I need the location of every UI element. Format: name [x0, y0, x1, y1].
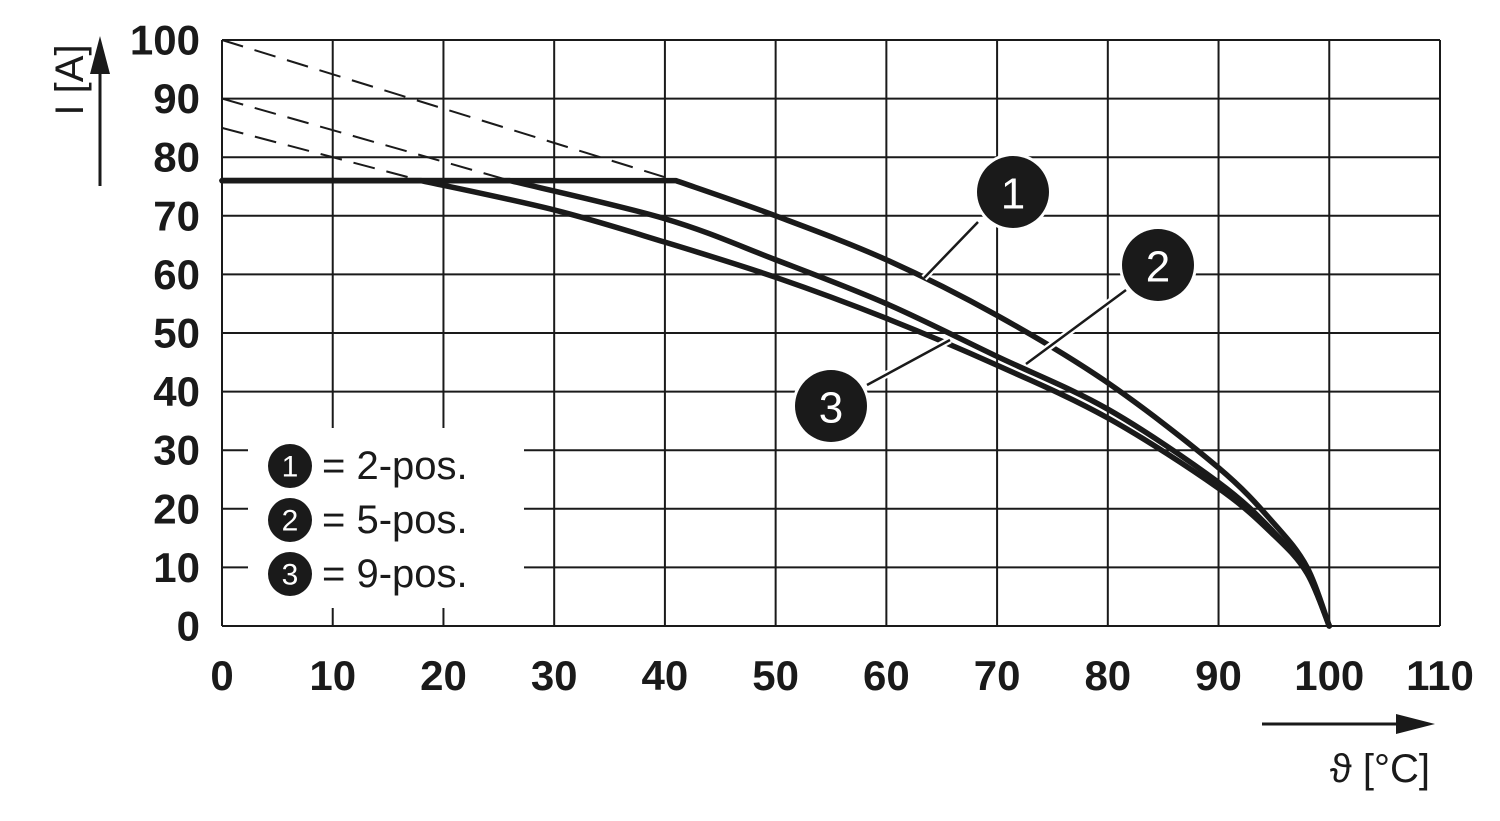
y-tick-label-50: 50 — [153, 310, 200, 357]
x-tick-labels: 0 10 20 30 40 50 60 70 80 90 100 110 — [210, 652, 1474, 699]
legend-badge-number-1: 1 — [282, 451, 299, 484]
y-tick-label-0: 0 — [177, 603, 200, 650]
y-tick-labels: 0 10 20 30 40 50 60 70 80 90 100 — [130, 17, 200, 650]
x-tick-label-110: 110 — [1406, 652, 1474, 699]
x-tick-label-100: 100 — [1294, 652, 1364, 699]
x-axis-arrow-head — [1396, 714, 1435, 734]
legend-label-2: = 5-pos. — [322, 498, 468, 542]
callout-badge-number-1: 1 — [1001, 170, 1025, 219]
x-tick-label-90: 90 — [1195, 652, 1242, 699]
x-tick-label-80: 80 — [1084, 652, 1131, 699]
x-tick-label-20: 20 — [420, 652, 467, 699]
callout-badge-1 — [977, 156, 1049, 228]
y-axis-label: I [A] — [48, 44, 92, 115]
legend: 1 = 2-pos. 2 = 5-pos. 3 = 9-pos. — [248, 428, 524, 608]
x-tick-label-50: 50 — [752, 652, 799, 699]
x-tick-label-70: 70 — [974, 652, 1021, 699]
y-axis-arrow-head — [90, 36, 110, 74]
y-tick-label-80: 80 — [153, 134, 200, 181]
y-tick-label-20: 20 — [153, 485, 200, 532]
x-axis-label: ϑ [°C] — [1330, 747, 1430, 791]
y-tick-label-30: 30 — [153, 427, 200, 474]
callout-badge-2 — [1122, 229, 1194, 301]
grid — [221, 39, 1441, 627]
callout-badge-3 — [795, 370, 867, 442]
x-tick-label-0: 0 — [210, 652, 233, 699]
y-tick-label-10: 10 — [153, 544, 200, 591]
x-tick-label-30: 30 — [531, 652, 578, 699]
legend-badge-1 — [268, 444, 312, 488]
y-tick-label-40: 40 — [153, 368, 200, 415]
extrapolation-line-3 — [221, 126, 422, 182]
x-tick-label-60: 60 — [863, 652, 910, 699]
callout-badges: 1 2 3 — [792, 153, 1197, 445]
legend-badge-number-2: 2 — [282, 505, 299, 538]
y-tick-label-70: 70 — [153, 192, 200, 239]
x-tick-label-40: 40 — [642, 652, 689, 699]
extrapolation-lines — [221, 39, 677, 182]
extrapolation-line-2 — [221, 97, 511, 182]
callout-badge-number-3: 3 — [819, 384, 843, 433]
callout-leaders — [865, 219, 1129, 389]
callout-leader-3 — [866, 338, 951, 387]
legend-badge-3 — [268, 552, 312, 596]
callout-leader-2 — [1025, 288, 1127, 366]
series-line-3 — [219, 177, 1333, 629]
legend-label-1: = 2-pos. — [322, 444, 468, 488]
extrapolation-line-1 — [221, 39, 677, 182]
y-tick-label-100: 100 — [130, 17, 200, 64]
legend-badge-2 — [268, 498, 312, 542]
legend-label-3: = 9-pos. — [322, 552, 468, 596]
series-line-1 — [219, 177, 1333, 629]
series-lines — [219, 177, 1333, 629]
x-axis-title: ϑ [°C] — [1262, 714, 1435, 791]
callout-leader-1 — [923, 221, 979, 279]
legend-badge-number-3: 3 — [282, 559, 299, 592]
callout-badge-number-2: 2 — [1146, 243, 1170, 292]
y-tick-label-90: 90 — [153, 75, 200, 122]
x-tick-label-10: 10 — [309, 652, 356, 699]
y-axis-title: I [A] — [48, 36, 110, 186]
y-tick-label-60: 60 — [153, 251, 200, 298]
